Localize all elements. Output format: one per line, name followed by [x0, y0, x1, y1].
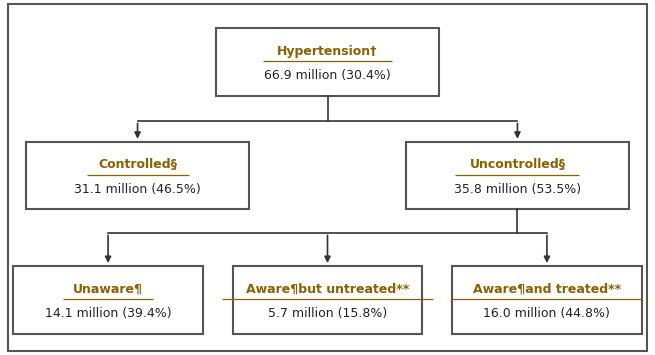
Bar: [233, 266, 422, 334]
Text: 16.0 million (44.8%): 16.0 million (44.8%): [483, 307, 610, 320]
Text: Aware¶but untreated**: Aware¶but untreated**: [246, 283, 409, 296]
Text: Uncontrolled§: Uncontrolled§: [470, 158, 565, 171]
Bar: [13, 266, 203, 334]
Text: Aware¶and treated**: Aware¶and treated**: [473, 283, 621, 296]
Text: Unaware¶: Unaware¶: [73, 283, 143, 296]
Bar: [216, 28, 439, 96]
Text: 66.9 million (30.4%): 66.9 million (30.4%): [264, 69, 391, 82]
Text: Controlled§: Controlled§: [98, 158, 177, 171]
Text: Controlled§: Controlled§: [98, 158, 177, 171]
Text: Unaware¶: Unaware¶: [73, 283, 143, 296]
Text: Hypertension†: Hypertension†: [277, 45, 378, 58]
Text: 35.8 million (53.5%): 35.8 million (53.5%): [454, 183, 581, 196]
Bar: [452, 266, 642, 334]
Bar: [406, 142, 629, 209]
Text: 14.1 million (39.4%): 14.1 million (39.4%): [45, 307, 172, 320]
Text: Aware¶but untreated**: Aware¶but untreated**: [246, 283, 409, 296]
Text: 31.1 million (46.5%): 31.1 million (46.5%): [74, 183, 201, 196]
Text: 5.7 million (15.8%): 5.7 million (15.8%): [268, 307, 387, 320]
Text: Aware¶and treated**: Aware¶and treated**: [473, 283, 621, 296]
Text: Uncontrolled§: Uncontrolled§: [470, 158, 565, 171]
Text: Hypertension†: Hypertension†: [277, 45, 378, 58]
Bar: [26, 142, 249, 209]
